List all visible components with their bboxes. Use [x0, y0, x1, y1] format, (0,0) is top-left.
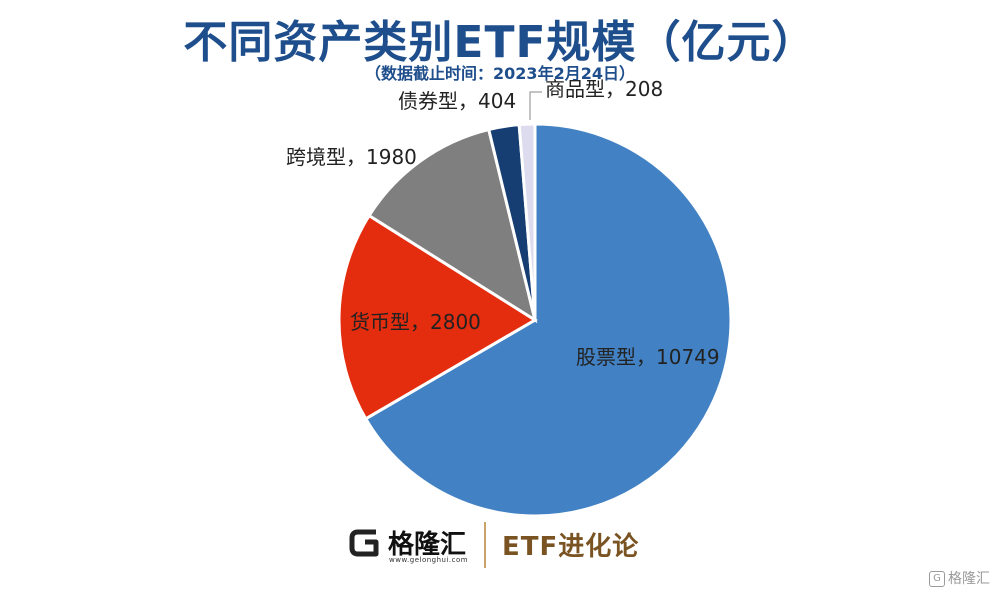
pie-slice-2: [367, 127, 538, 324]
watermark-logo-icon: G: [929, 571, 945, 587]
slice-label-2: 跨境型，1980: [286, 145, 417, 169]
chart-subtitle: （数据截止时间：2023年2月24日）: [365, 64, 635, 83]
slice-label-1: 货币型，2800: [350, 310, 481, 334]
brand-name: 格隆汇: [388, 530, 467, 560]
leader-line-4: [529, 91, 542, 120]
pie-slice-0: [363, 122, 733, 518]
chart-title: 不同资产类别ETF规模（亿元）: [183, 17, 817, 68]
slice-label-4: 商品型，208: [545, 77, 663, 101]
brand-url: www.gelonghui.com: [389, 556, 469, 564]
slice-label-3: 债券型，404: [398, 89, 516, 113]
footer-tagline: ETF进化论: [502, 532, 640, 562]
pie-slice-1: [337, 213, 538, 421]
footer-divider: [484, 522, 486, 568]
gelonghui-logo-icon: [349, 529, 379, 557]
watermark: G 格隆汇: [929, 568, 990, 588]
watermark-text: 格隆汇: [948, 571, 990, 587]
slice-label-0: 股票型，10749: [576, 345, 720, 369]
footer: 格隆汇 www.gelonghui.com ETF进化论: [0, 518, 1000, 578]
pie-slice-4: [517, 122, 537, 321]
